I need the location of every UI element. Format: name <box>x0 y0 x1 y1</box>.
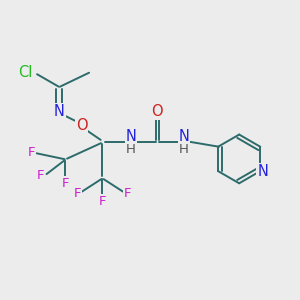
Text: O: O <box>76 118 88 133</box>
Text: N: N <box>54 104 65 119</box>
Text: F: F <box>36 169 44 182</box>
Text: H: H <box>126 142 136 156</box>
Text: N: N <box>179 129 190 144</box>
Text: F: F <box>99 195 106 208</box>
Text: F: F <box>27 146 35 159</box>
Text: O: O <box>152 104 163 119</box>
Text: F: F <box>74 188 81 200</box>
Text: F: F <box>61 177 69 190</box>
Text: F: F <box>124 188 131 200</box>
Text: N: N <box>257 164 268 178</box>
Text: Cl: Cl <box>18 65 32 80</box>
Text: H: H <box>179 142 189 156</box>
Text: N: N <box>125 129 136 144</box>
